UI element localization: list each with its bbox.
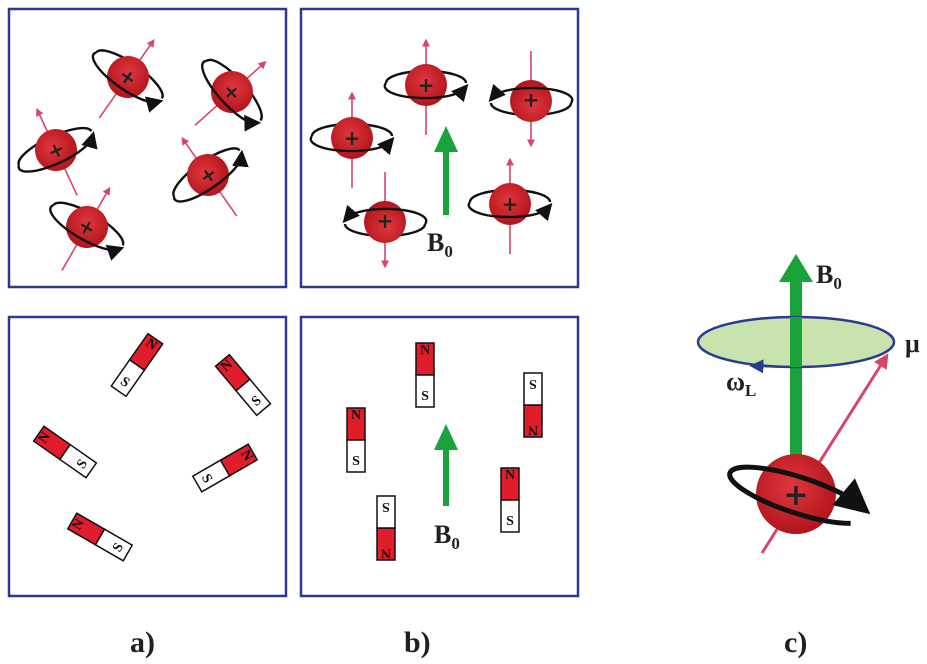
proton-3: + [17, 107, 98, 196]
magnet-south-pole [500, 499, 520, 533]
aligned-protons-group: + + + + + [309, 38, 574, 269]
panel-b-bottom [299, 315, 580, 598]
caption-a: a) [130, 626, 155, 659]
bar-magnet-3: NS [32, 425, 98, 479]
spin-orbit-front [342, 204, 428, 225]
large-proton-sign: + [783, 478, 808, 513]
proton-body [187, 154, 229, 196]
magnet-north-label: N [505, 468, 515, 483]
precession-diagram: + [696, 254, 896, 554]
bar-magnet-4: NS [191, 443, 259, 493]
proton-4: + [172, 136, 249, 217]
proton-1: + [91, 38, 164, 119]
magnet-south-pole [415, 374, 435, 408]
bar-magnet-2: NS [523, 372, 543, 438]
magnetic-moment-label: μ [905, 329, 920, 358]
magnet-south-pole [523, 372, 543, 406]
magnet-south-pole [376, 495, 396, 529]
magnet-south-label: S [421, 389, 429, 404]
spin-orbit-front [172, 149, 249, 203]
field-label-c: B0 [816, 260, 842, 293]
random-protons-group: +++++ [17, 38, 267, 271]
field-label-bottom: B0 [434, 520, 460, 553]
magnet-south-pole [235, 378, 272, 417]
spin-orbit-front [309, 135, 395, 156]
magnet-south-pole [58, 443, 98, 479]
proton-body [331, 117, 373, 159]
magnet-south-pole [191, 459, 231, 493]
magnet-north-label: N [420, 343, 430, 358]
proton-5: + [49, 186, 125, 271]
caption-c: c) [784, 626, 807, 659]
proton-sign: + [344, 126, 361, 150]
spin-orbit-front [201, 59, 262, 132]
proton-4: + [467, 157, 553, 254]
spin-orbit-front [49, 204, 125, 261]
magnet-north-label: N [528, 422, 538, 437]
bar-magnet-4: NS [500, 467, 520, 533]
bar-magnet-1: NS [110, 332, 164, 398]
caption-b: b) [404, 626, 431, 659]
bar-magnet-5: NS [376, 495, 396, 561]
large-proton [756, 454, 836, 534]
field-label-top: B0 [427, 228, 453, 261]
magnet-south-pole [346, 439, 366, 473]
proton-body [510, 80, 552, 122]
proton-3: + [309, 91, 395, 188]
precession-frequency-label: ωL [726, 367, 756, 400]
proton-2: + [488, 51, 574, 148]
bar-magnet-1: NS [415, 342, 435, 408]
proton-2: + [194, 58, 267, 132]
spin-orbit-front [383, 82, 469, 103]
proton-body [364, 201, 406, 243]
field-arrow-top [434, 126, 458, 215]
proton-sign: + [377, 210, 394, 234]
large-spin-orbit [727, 464, 871, 526]
proton-body [107, 56, 149, 98]
precession-direction-arrow [749, 359, 783, 374]
magnet-south-label: S [506, 514, 514, 529]
magnet-south-label: S [382, 499, 390, 514]
bar-magnet-5: NS [66, 512, 134, 562]
field-arrow-bottom [434, 424, 458, 506]
magnet-south-pole [110, 358, 146, 398]
proton-body [211, 71, 253, 113]
magnet-south-pole [94, 528, 134, 562]
field-arrow-c-head [779, 254, 813, 282]
spin-orbit-front [467, 201, 553, 222]
magnet-north-label: N [381, 545, 391, 560]
proton-sign: + [523, 89, 540, 113]
magnet-south-label: S [352, 454, 360, 469]
spin-orbit-front [91, 51, 164, 113]
magnet-north-label: N [351, 408, 361, 423]
proton-body [66, 206, 108, 248]
proton-body [489, 183, 531, 225]
bar-magnet-3: NS [346, 407, 366, 473]
spin-orbit-front [488, 83, 574, 104]
spin-orbit-front [17, 131, 98, 173]
proton-sign: + [502, 192, 519, 216]
proton-sign: + [418, 73, 435, 97]
proton-5: + [342, 172, 428, 269]
proton-body [405, 64, 447, 106]
bar-magnet-2: NS [214, 353, 272, 417]
magnet-south-label: S [529, 376, 537, 391]
proton-1: + [383, 38, 469, 135]
